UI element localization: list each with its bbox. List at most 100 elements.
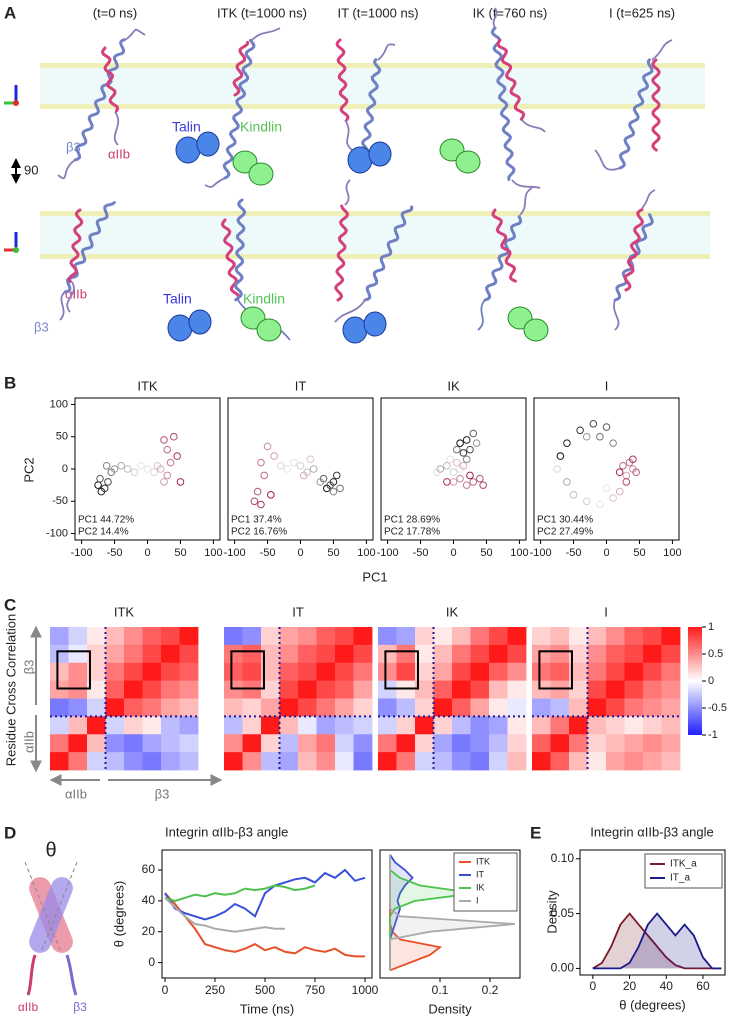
heatmap-cell [353,752,373,771]
heatmap-cell [279,662,299,682]
heatmap-cell [489,752,508,771]
loop [613,299,620,331]
chain-label: β3 [34,319,49,334]
point [456,439,464,447]
heatmap-cell [179,627,199,646]
heatmap-cell [316,627,336,646]
point [589,420,598,428]
heatmap-cell [507,644,527,664]
x-tick-label: -50 [566,547,582,559]
heatmap-cell [661,662,681,682]
point [629,455,637,464]
point [452,458,461,467]
heatmap-cell [378,752,397,771]
heatmap-cell [124,752,143,771]
heatmap-cell [433,698,453,717]
x-axis-label: θ (degrees) [619,997,685,1012]
heatmap-cell [261,752,280,771]
y-tick-label: 50 [56,431,68,443]
heatmap-cell [624,644,644,664]
point [609,439,617,447]
membrane-edge [40,63,705,68]
colorbar-tick-label: -0.5 [708,702,727,714]
heatmap-cell [396,734,416,753]
heatmap-cell [569,716,588,735]
heatmap-cell [87,752,106,771]
annotation: PC1 28.69% [384,515,440,526]
heatmap-cell [161,680,180,699]
heatmap-cell [242,698,262,717]
talin [196,131,220,157]
heatmap-cell [587,734,607,753]
point [446,455,455,464]
heatmap-cell [378,644,397,664]
heatmap-cell [242,716,262,735]
heatmap-cell [643,716,662,735]
heatmap-cell [532,680,551,699]
talin [175,136,201,164]
heatmap-cell [661,644,681,664]
annotation: PC2 27.49% [537,527,593,538]
heatmap-cell [396,662,416,682]
heatmap-cell [452,627,471,646]
heatmap-cell [161,662,180,682]
heatmap-cell [68,752,88,771]
point [250,497,259,506]
membrane [40,213,710,257]
helix [73,38,126,162]
heatmap-cell [489,716,508,735]
point [290,458,298,467]
loop [334,299,366,323]
point [459,449,468,457]
heatmap-cell [550,627,570,646]
heatmap-cell [378,680,397,699]
point [299,471,308,480]
panel-letter: E [530,823,541,842]
heatmap-cell [489,734,508,753]
heatmap-cell [353,716,373,735]
heatmap-cell [489,644,508,664]
heatmap-cell [550,644,570,664]
colorbar-tick-label: -1 [708,729,718,741]
helix [100,46,120,113]
loop [344,119,353,151]
point [267,491,275,499]
loop [521,119,546,133]
heatmap-cell [316,734,336,753]
point [456,474,464,483]
point [615,468,624,477]
heatmap-cell [335,752,354,771]
heatmap-cell [415,644,434,664]
y-tick-label: -50 [52,495,68,507]
heatmap-cell [335,627,354,646]
heatmap-cell [587,752,607,771]
x-tick-label: -100 [71,547,93,559]
point [170,432,178,441]
point [556,452,565,460]
point [329,487,338,496]
legend-label: IT_a [670,873,690,884]
highlight-box [56,650,91,690]
heatmap-cell [105,627,125,646]
protein-label: Talin [163,291,192,307]
helix [334,204,350,302]
point [163,471,172,480]
point [632,468,640,477]
heatmap-cell [643,698,662,717]
annotation: PC1 30.44% [537,515,593,526]
point [619,461,627,470]
axis-region-label: αIIb [21,731,36,753]
x-tick-label: 500 [255,983,275,997]
point [596,432,604,441]
heatmap-cell [587,644,607,664]
heatmap-cell [507,734,527,753]
point [110,465,119,473]
x-tick-label: 750 [305,983,325,997]
point [576,426,584,435]
heatmap-cell [50,644,69,664]
point [476,474,484,483]
heatmap-cell [161,698,180,717]
axis-region-label: αIIb [65,786,87,801]
legend-label: IK [476,882,485,892]
